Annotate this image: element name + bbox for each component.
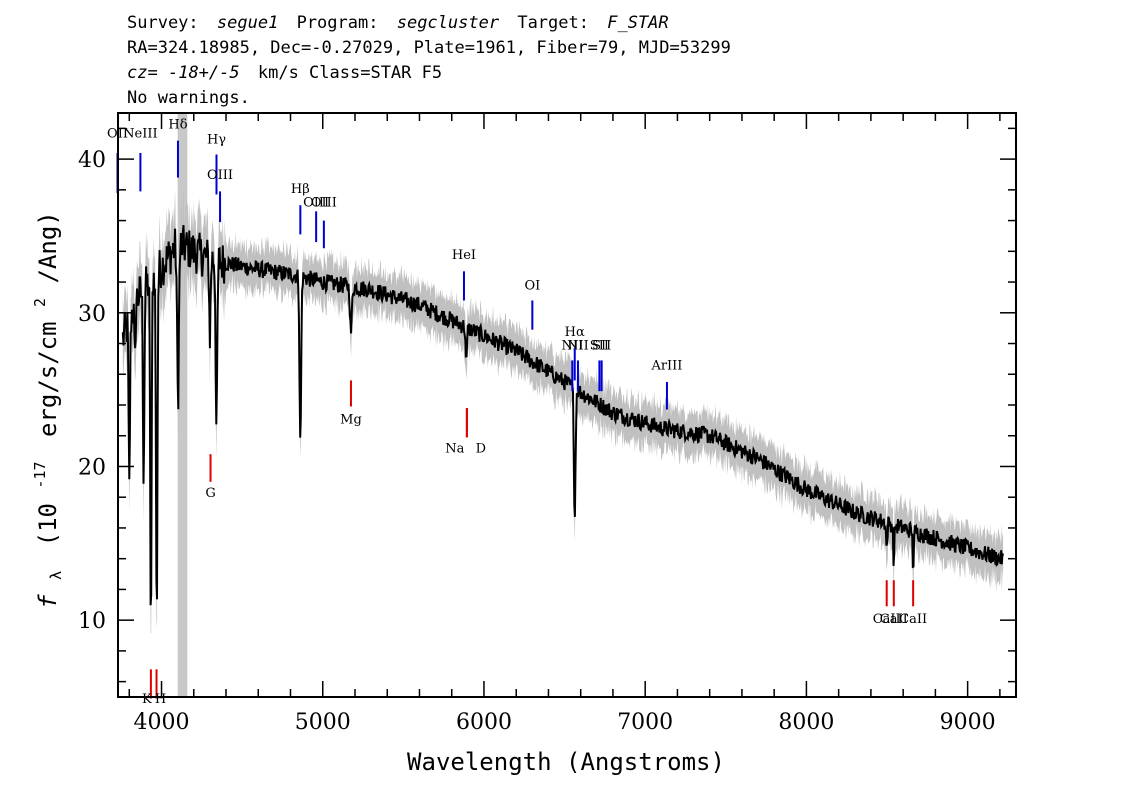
emission-line-label-13: SII	[590, 339, 609, 354]
redshift-prefix: cz=	[127, 63, 158, 83]
y-axis-title: f λ (10 -17 erg/s/cm 2 /Ang)	[23, 211, 67, 609]
x-tick-label: 4000	[134, 710, 190, 735]
program-label: Program:	[297, 13, 379, 33]
emission-line-label-8: HeI	[452, 248, 476, 263]
emission-line-label-15: ArIII	[650, 359, 682, 374]
emission-line-label-4: OIII	[207, 168, 233, 183]
absorption-line-label-3: Mg	[340, 412, 362, 427]
emission-line-label-14: SII	[592, 339, 611, 354]
emission-line-label-12: NII	[567, 339, 589, 354]
target-name: F_STAR	[607, 13, 668, 33]
x-tick-label: 5000	[295, 710, 351, 735]
absorption-line-label-6: CaII	[873, 612, 901, 627]
redshift-value: -18+/-5	[168, 63, 240, 83]
axes-layer: 4000 5000 6000 7000 8000 9000 10 20 30 40	[78, 112, 1017, 735]
emission-line-label-10: NII	[561, 339, 583, 354]
header-warnings: No warnings.	[127, 88, 250, 108]
absorption-line-label-1: H	[155, 692, 166, 707]
y-axis-units: erg/s/cm	[34, 321, 62, 437]
flux-layer	[121, 225, 1005, 606]
absorption-line-label-8: CaII	[899, 612, 927, 627]
survey-label: Survey:	[127, 13, 199, 33]
y-axis-exponent-2: 2	[31, 298, 49, 307]
x-axis-title: Wavelength (Angstroms)	[407, 748, 725, 776]
x-tick-label: 9000	[940, 710, 996, 735]
emission-line-label-7: OIII	[311, 196, 337, 211]
emission-line-label-6: OIII	[303, 196, 329, 211]
y-axis-prefix: (10	[34, 503, 62, 546]
y-axis-end: /Ang)	[34, 211, 62, 283]
header-line-3: cz= -18+/-5 km/s Class=STAR F5	[127, 63, 442, 83]
y-tick-label: 20	[78, 455, 106, 480]
absorption-line-label-2: G	[205, 486, 215, 501]
flux-line	[121, 225, 1005, 606]
redshift-suffix: km/s Class=STAR F5	[258, 63, 442, 83]
x-tick-label: 7000	[617, 710, 673, 735]
absorption-line-label-4: Na	[445, 442, 464, 457]
x-tick-label: 8000	[778, 710, 834, 735]
absorption-line-label-7: CaII	[880, 612, 908, 627]
survey-name: segue1	[217, 13, 278, 33]
error-band-layer	[122, 189, 1004, 634]
header-line-2: RA=324.18985, Dec=-0.27029, Plate=1961, …	[127, 38, 731, 58]
y-tick-label: 30	[78, 302, 106, 327]
flux-error-band	[122, 189, 1004, 634]
header-line-1: Survey: segue1 Program: segcluster Targe…	[127, 13, 669, 33]
y-tick-label: 40	[78, 148, 106, 173]
x-tick-label: 6000	[456, 710, 512, 735]
program-name: segcluster	[397, 13, 500, 33]
absorption-line-label-0: K	[142, 692, 152, 707]
masked-region	[177, 113, 188, 697]
emission-line-label-11: Hα	[565, 325, 585, 340]
y-axis-subscript: λ	[47, 571, 65, 580]
emission-line-label-9: OI	[524, 279, 540, 294]
y-axis-exponent: -17	[31, 461, 49, 488]
mask-layer	[177, 113, 188, 697]
emission-line-label-3: Hγ	[207, 133, 226, 148]
absorption-line-label-5: D	[476, 442, 486, 457]
y-axis-symbol: f	[34, 594, 62, 609]
y-tick-label: 10	[78, 609, 106, 634]
emission-line-label-5: Hβ	[291, 182, 310, 197]
emission-line-label-2: Hδ	[168, 117, 187, 132]
emission-line-label-1: NeIII	[123, 127, 157, 142]
target-label: Target:	[517, 13, 589, 33]
